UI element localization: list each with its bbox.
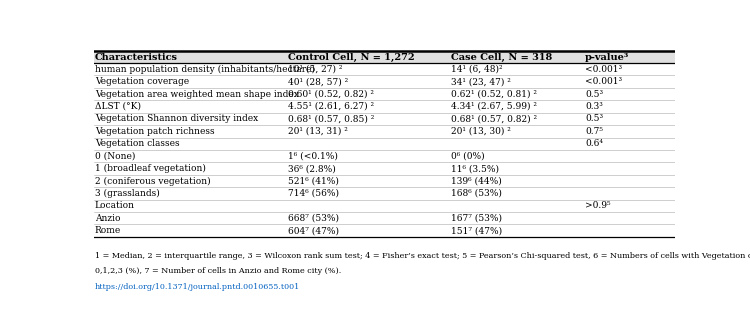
- Text: ΔLST (°K): ΔLST (°K): [95, 102, 141, 111]
- Text: 20¹ (13, 30) ²: 20¹ (13, 30) ²: [452, 127, 511, 136]
- Text: 604⁷ (47%): 604⁷ (47%): [289, 226, 340, 235]
- Text: 0.60¹ (0.52, 0.82) ²: 0.60¹ (0.52, 0.82) ²: [289, 90, 374, 98]
- Text: Vegetation classes: Vegetation classes: [95, 139, 179, 148]
- Text: 1 (broadleaf vegetation): 1 (broadleaf vegetation): [95, 164, 206, 173]
- Text: 668⁷ (53%): 668⁷ (53%): [289, 214, 340, 223]
- Text: 0.3³: 0.3³: [585, 102, 603, 111]
- Text: 1 = Median, 2 = interquartile range, 3 = Wilcoxon rank sum test; 4 = Fisher’s ex: 1 = Median, 2 = interquartile range, 3 =…: [95, 252, 750, 260]
- Text: 4.34¹ (2.67, 5.99) ²: 4.34¹ (2.67, 5.99) ²: [452, 102, 537, 111]
- Text: 36⁶ (2.8%): 36⁶ (2.8%): [289, 164, 336, 173]
- Text: 10¹ (5, 27) ²: 10¹ (5, 27) ²: [289, 65, 343, 74]
- Text: https://doi.org/10.1371/journal.pntd.0010655.t001: https://doi.org/10.1371/journal.pntd.001…: [95, 284, 300, 291]
- Text: 0.6⁴: 0.6⁴: [585, 139, 603, 148]
- Text: Vegetation Shannon diversity index: Vegetation Shannon diversity index: [95, 114, 258, 123]
- Text: Vegetation coverage: Vegetation coverage: [95, 77, 189, 86]
- Text: 0 (None): 0 (None): [95, 152, 135, 161]
- Text: 0.62¹ (0.52, 0.81) ²: 0.62¹ (0.52, 0.81) ²: [452, 90, 537, 98]
- Text: 2 (coniferous vegetation): 2 (coniferous vegetation): [95, 177, 211, 185]
- Text: 0.5³: 0.5³: [585, 114, 603, 123]
- Text: Characteristics: Characteristics: [95, 53, 178, 62]
- Text: 151⁷ (47%): 151⁷ (47%): [452, 226, 503, 235]
- Text: 168⁶ (53%): 168⁶ (53%): [452, 189, 502, 198]
- Text: 167⁷ (53%): 167⁷ (53%): [452, 214, 503, 223]
- Text: 20¹ (13, 31) ²: 20¹ (13, 31) ²: [289, 127, 348, 136]
- Text: Control Cell, N = 1,272: Control Cell, N = 1,272: [289, 53, 415, 62]
- Text: 34¹ (23, 47) ²: 34¹ (23, 47) ²: [452, 77, 511, 86]
- Text: 0.5³: 0.5³: [585, 90, 603, 98]
- Text: 0⁶ (0%): 0⁶ (0%): [452, 152, 484, 161]
- Text: 0,1,2,3 (%), 7 = Number of cells in Anzio and Rome city (%).: 0,1,2,3 (%), 7 = Number of cells in Anzi…: [95, 267, 341, 275]
- Text: Case Cell, N = 318: Case Cell, N = 318: [452, 53, 553, 62]
- Text: Rome: Rome: [95, 226, 122, 235]
- Text: <0.001³: <0.001³: [585, 77, 622, 86]
- Bar: [94, 51, 675, 63]
- Text: Location: Location: [95, 201, 135, 210]
- Text: 1⁶ (<0.1%): 1⁶ (<0.1%): [289, 152, 338, 161]
- Text: 4.55¹ (2.61, 6.27) ²: 4.55¹ (2.61, 6.27) ²: [289, 102, 374, 111]
- Text: 0.68¹ (0.57, 0.85) ²: 0.68¹ (0.57, 0.85) ²: [289, 114, 375, 123]
- Text: Vegetation area weighted mean shape index: Vegetation area weighted mean shape inde…: [95, 90, 298, 98]
- Text: Anzio: Anzio: [95, 214, 121, 223]
- Text: 0.68¹ (0.57, 0.82) ²: 0.68¹ (0.57, 0.82) ²: [452, 114, 537, 123]
- Text: Vegetation patch richness: Vegetation patch richness: [95, 127, 214, 136]
- Text: 11⁶ (3.5%): 11⁶ (3.5%): [452, 164, 500, 173]
- Text: >0.9⁵: >0.9⁵: [585, 201, 610, 210]
- Text: p-value³: p-value³: [585, 53, 629, 62]
- Text: 714⁶ (56%): 714⁶ (56%): [289, 189, 340, 198]
- Text: 0.7⁵: 0.7⁵: [585, 127, 603, 136]
- Text: 139⁶ (44%): 139⁶ (44%): [452, 177, 502, 185]
- Text: 3 (grasslands): 3 (grasslands): [95, 189, 160, 198]
- Text: 14¹ (6, 48)²: 14¹ (6, 48)²: [452, 65, 503, 74]
- Text: human population density (inhabitants/hectare): human population density (inhabitants/he…: [95, 65, 315, 74]
- Text: <0.001³: <0.001³: [585, 65, 622, 74]
- Text: 521⁶ (41%): 521⁶ (41%): [289, 177, 339, 185]
- Text: 40¹ (28, 57) ²: 40¹ (28, 57) ²: [289, 77, 349, 86]
